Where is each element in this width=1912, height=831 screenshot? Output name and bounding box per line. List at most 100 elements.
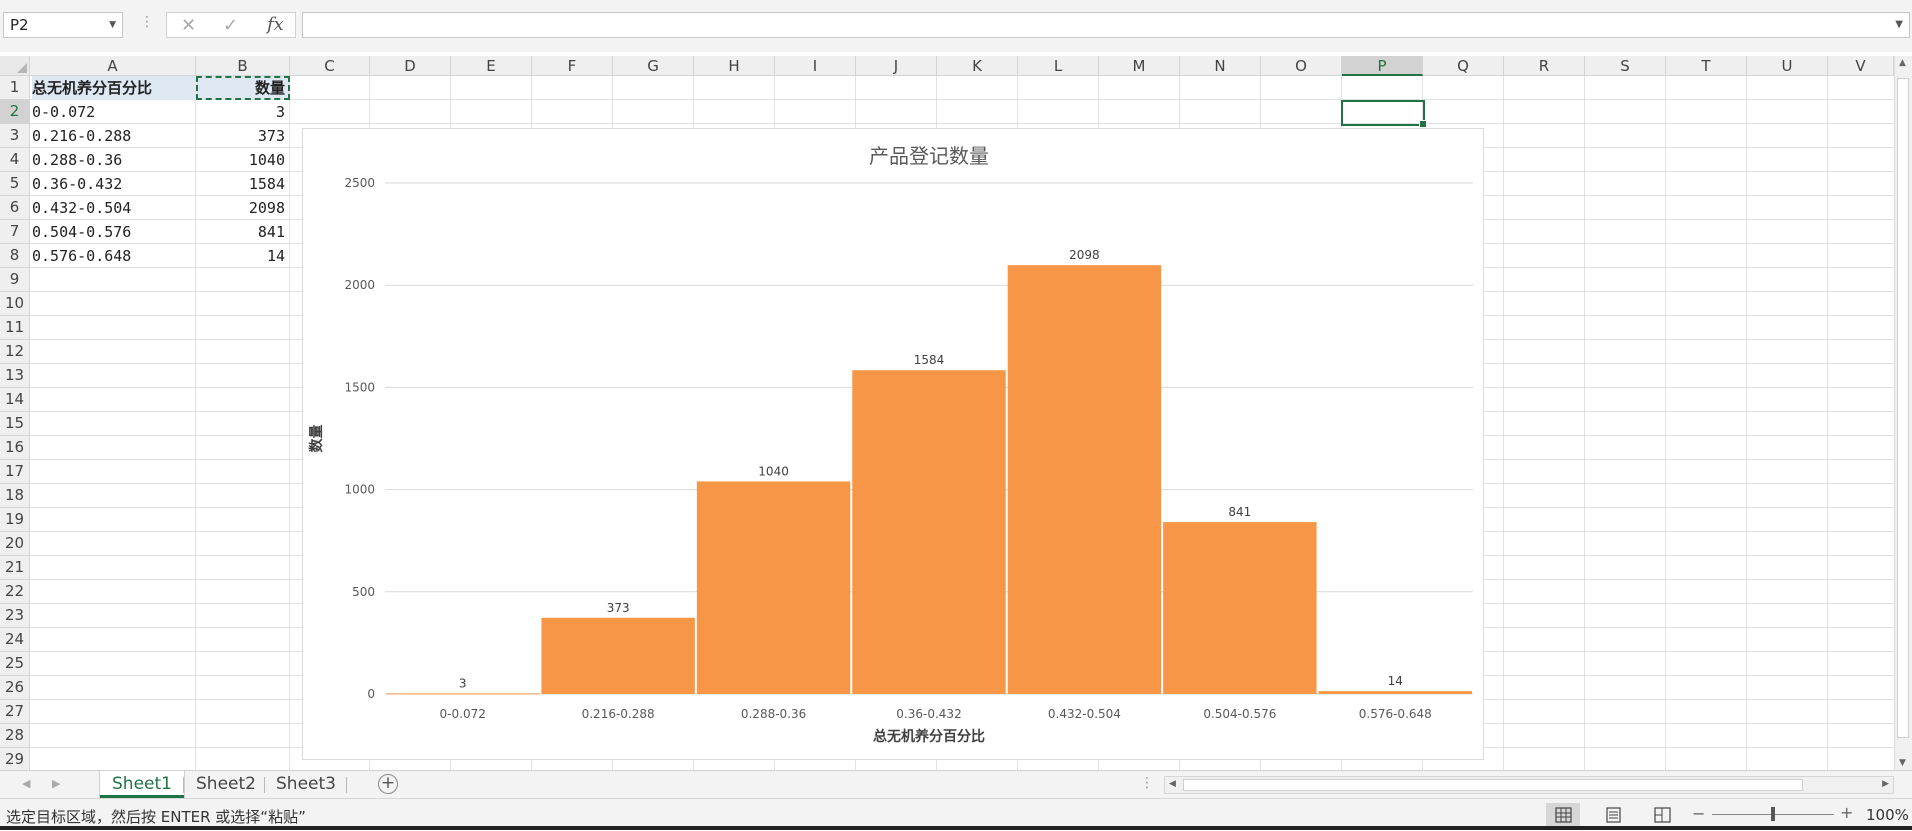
scroll-down-icon[interactable]: ▼: [1899, 758, 1906, 768]
row-header-15[interactable]: 15: [0, 412, 30, 436]
row-header-23[interactable]: 23: [0, 604, 30, 628]
row-header-2[interactable]: 2: [0, 100, 30, 124]
chart[interactable]: 0 500 1000 1500 2000 2500 3 0-0.072 373 0.216-0.2…: [302, 128, 1484, 760]
cell-b5[interactable]: 1584: [248, 175, 285, 193]
cancel-icon[interactable]: ✕: [181, 15, 197, 36]
row-header-12[interactable]: 12: [0, 340, 30, 364]
page-layout-view-button[interactable]: [1596, 803, 1630, 827]
row-header-7[interactable]: 7: [0, 220, 30, 244]
column-header-h[interactable]: H: [694, 56, 775, 76]
tab-scroll-left-icon[interactable]: ◀: [22, 777, 31, 790]
insert-function-icon[interactable]: fx: [267, 14, 284, 35]
zoom-out-button[interactable]: −: [1692, 804, 1706, 823]
column-header-i[interactable]: I: [775, 56, 856, 76]
cell-a8[interactable]: 0.576-0.648: [32, 247, 132, 265]
column-header-d[interactable]: D: [370, 56, 451, 76]
horizontal-scrollbar[interactable]: ◀ ▶: [1164, 776, 1894, 794]
row-header-13[interactable]: 13: [0, 364, 30, 388]
row-header-27[interactable]: 27: [0, 700, 30, 724]
row-header-4[interactable]: 4: [0, 148, 30, 172]
column-header-j[interactable]: J: [856, 56, 937, 76]
name-box[interactable]: P2 ▼: [3, 12, 123, 38]
cell-b3[interactable]: 373: [257, 127, 285, 145]
scroll-right-icon[interactable]: ▶: [1882, 779, 1889, 789]
column-header-v[interactable]: V: [1828, 56, 1894, 76]
row-header-9[interactable]: 9: [0, 268, 30, 292]
cell-b8[interactable]: 14: [266, 247, 285, 265]
cell-b2[interactable]: 3: [275, 103, 285, 121]
enter-icon[interactable]: ✓: [223, 15, 239, 36]
row-header-20[interactable]: 20: [0, 532, 30, 556]
row-header-28[interactable]: 28: [0, 724, 30, 748]
tab-sheet1[interactable]: Sheet1: [100, 771, 184, 798]
zoom-level[interactable]: 100%: [1866, 806, 1909, 824]
formula-input[interactable]: ▼: [302, 12, 1910, 38]
name-box-dropdown-icon[interactable]: ▼: [109, 20, 116, 30]
row-header-5[interactable]: 5: [0, 172, 30, 196]
row-header-19[interactable]: 19: [0, 508, 30, 532]
add-sheet-button[interactable]: +: [378, 774, 398, 794]
column-header-c[interactable]: C: [290, 56, 370, 76]
cell-b4[interactable]: 1040: [248, 151, 285, 169]
expand-formula-bar-icon[interactable]: ▼: [1895, 19, 1903, 30]
row-header-16[interactable]: 16: [0, 436, 30, 460]
column-header-g[interactable]: G: [613, 56, 694, 76]
tab-sheet3[interactable]: Sheet3: [276, 774, 336, 794]
vertical-scrollbar[interactable]: ▲ ▼: [1894, 56, 1912, 770]
zoom-in-button[interactable]: +: [1840, 803, 1854, 822]
column-header-n[interactable]: N: [1180, 56, 1261, 76]
cell-b6[interactable]: 2098: [248, 199, 285, 217]
zoom-slider-knob[interactable]: [1771, 807, 1775, 821]
row-header-11[interactable]: 11: [0, 316, 30, 340]
column-header-e[interactable]: E: [451, 56, 532, 76]
column-header-m[interactable]: M: [1099, 56, 1180, 76]
cell-a1[interactable]: 总无机养分百分比: [32, 76, 196, 100]
column-header-p[interactable]: P: [1342, 56, 1423, 76]
row-header-29[interactable]: 29: [0, 748, 30, 772]
row-header-21[interactable]: 21: [0, 556, 30, 580]
row-header-1[interactable]: 1: [0, 76, 30, 100]
row-header-6[interactable]: 6: [0, 196, 30, 220]
tab-scroll-right-icon[interactable]: ▶: [52, 777, 61, 790]
page-break-view-button[interactable]: [1645, 803, 1679, 827]
tab-sheet2[interactable]: Sheet2: [196, 774, 256, 794]
column-header-a[interactable]: A: [30, 56, 196, 76]
cell-b1[interactable]: 数量: [197, 76, 289, 100]
active-cell-p2[interactable]: [1341, 100, 1427, 128]
tab-split-grip-icon[interactable]: ⋮: [1140, 775, 1154, 791]
row-header-10[interactable]: 10: [0, 292, 30, 316]
column-header-t[interactable]: T: [1666, 56, 1747, 76]
row-header-3[interactable]: 3: [0, 124, 30, 148]
column-header-k[interactable]: K: [937, 56, 1018, 76]
cell-a6[interactable]: 0.432-0.504: [32, 199, 132, 217]
vertical-scroll-thumb[interactable]: [1897, 78, 1909, 738]
scroll-left-icon[interactable]: ◀: [1169, 779, 1176, 789]
row-header-25[interactable]: 25: [0, 652, 30, 676]
cell-a2[interactable]: 0-0.072: [32, 103, 96, 121]
horizontal-scroll-thumb[interactable]: [1183, 779, 1803, 791]
select-all-corner[interactable]: [0, 56, 30, 76]
column-header-s[interactable]: S: [1585, 56, 1666, 76]
cell-a3[interactable]: 0.216-0.288: [32, 127, 132, 145]
row-header-8[interactable]: 8: [0, 244, 30, 268]
column-header-r[interactable]: R: [1504, 56, 1585, 76]
scroll-up-icon[interactable]: ▲: [1899, 58, 1906, 68]
row-header-22[interactable]: 22: [0, 580, 30, 604]
column-header-b[interactable]: B: [196, 56, 290, 76]
row-header-24[interactable]: 24: [0, 628, 30, 652]
row-header-26[interactable]: 26: [0, 676, 30, 700]
row-header-18[interactable]: 18: [0, 484, 30, 508]
fill-handle[interactable]: [1419, 120, 1427, 128]
column-header-f[interactable]: F: [532, 56, 613, 76]
row-header-14[interactable]: 14: [0, 388, 30, 412]
column-header-o[interactable]: O: [1261, 56, 1342, 76]
row-header-17[interactable]: 17: [0, 460, 30, 484]
cell-b7[interactable]: 841: [257, 223, 285, 241]
column-header-l[interactable]: L: [1018, 56, 1099, 76]
normal-view-button[interactable]: [1546, 803, 1580, 827]
cell-a7[interactable]: 0.504-0.576: [32, 223, 132, 241]
cell-a4[interactable]: 0.288-0.36: [32, 151, 123, 169]
column-header-q[interactable]: Q: [1423, 56, 1504, 76]
column-header-u[interactable]: U: [1747, 56, 1828, 76]
cell-a5[interactable]: 0.36-0.432: [32, 175, 123, 193]
